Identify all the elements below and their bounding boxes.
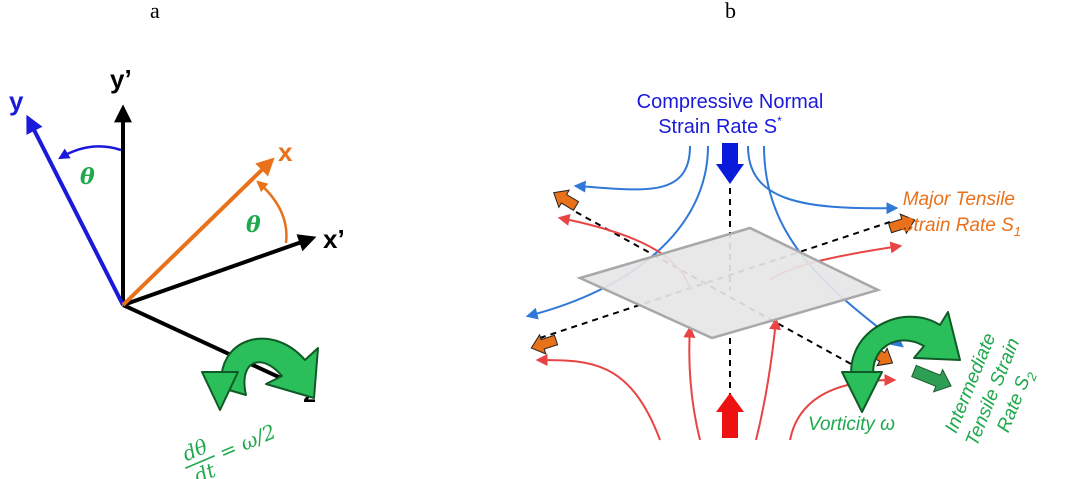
- intermediate-arrow-icon: [911, 364, 952, 393]
- y-label: y: [9, 86, 24, 116]
- theta-label-x: θ: [246, 212, 261, 238]
- x-label: x: [278, 137, 293, 167]
- panel-b-label: b: [725, 0, 736, 23]
- major-label-line1: Major Tensile: [903, 189, 1015, 210]
- bottom-red-arrow-icon: [716, 393, 744, 438]
- y-prime-label: y’: [110, 64, 132, 94]
- angle-arc-x: [256, 180, 288, 244]
- vorticity-arrow-icon: [841, 311, 961, 413]
- compressive-label-line1: Compressive Normal: [637, 91, 824, 113]
- compressive-arrow-icon: [716, 143, 744, 184]
- rotation-arrow-icon: [201, 337, 319, 411]
- panel-a-label: a: [150, 0, 160, 23]
- angle-arc-y: [58, 145, 122, 160]
- x-axis-rotated: [121, 157, 275, 307]
- z-axis: [122, 303, 300, 388]
- theta-label-y: θ: [80, 164, 95, 190]
- major-label-line2: Strain Rate S1: [901, 215, 1021, 239]
- x-prime-label: x’: [323, 224, 345, 254]
- vorticity-label: Vorticity ω: [808, 414, 895, 435]
- equation-rhs: = ω/2: [216, 419, 280, 464]
- x-prime-axis: [122, 234, 317, 307]
- rate-equation: dθ dt = ω/2: [179, 419, 280, 479]
- compressive-label-line2: Strain Rate S*: [658, 114, 782, 138]
- y-axis-rotated: [26, 114, 125, 306]
- strain-plane: [576, 226, 882, 340]
